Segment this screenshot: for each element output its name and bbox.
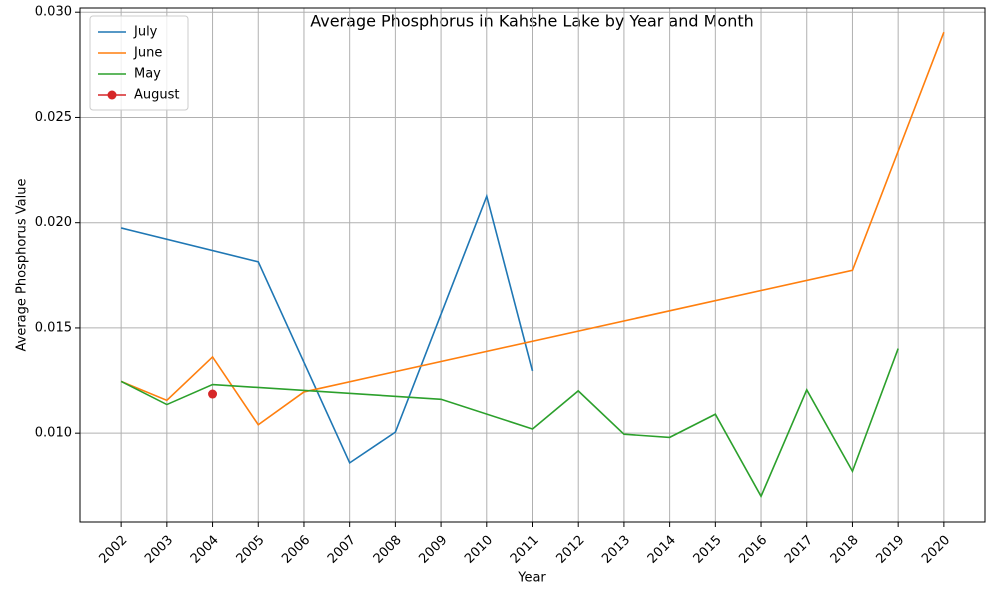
y-tick-label: 0.015	[35, 320, 72, 335]
legend-marker	[107, 90, 117, 100]
y-tick-label: 0.025	[35, 110, 72, 125]
legend-box	[89, 15, 189, 111]
line	[120, 193, 534, 465]
y-axis-label: Average Phosphorus Value	[15, 179, 30, 352]
axes-frame	[79, 7, 986, 523]
legend-label: May	[134, 67, 161, 82]
legend-label: June	[133, 46, 162, 61]
y-tick-label: 0.030	[35, 5, 72, 20]
legend-label: August	[134, 88, 180, 103]
y-tick-label: 0.020	[35, 215, 72, 230]
marker	[208, 389, 218, 399]
legend-label: July	[133, 25, 158, 40]
x-axis-label: Year	[517, 571, 546, 586]
line	[120, 348, 899, 499]
y-tick-label: 0.010	[35, 426, 72, 441]
line	[120, 31, 945, 426]
